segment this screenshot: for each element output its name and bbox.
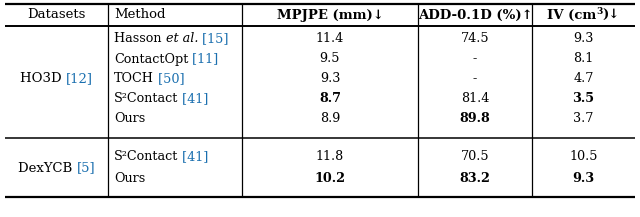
- Text: [41]: [41]: [179, 92, 209, 105]
- Text: 8.7: 8.7: [319, 92, 341, 105]
- Text: [41]: [41]: [179, 151, 209, 163]
- Text: -: -: [473, 53, 477, 66]
- Text: -: -: [473, 72, 477, 85]
- Text: Ours: Ours: [114, 173, 145, 186]
- Text: Method: Method: [114, 8, 166, 21]
- Text: [5]: [5]: [76, 161, 95, 174]
- Text: ADD-0.1D (%)↑: ADD-0.1D (%)↑: [418, 8, 532, 21]
- Text: MPJPE (mm)↓: MPJPE (mm)↓: [276, 8, 383, 21]
- Text: 89.8: 89.8: [460, 112, 490, 125]
- Text: 83.2: 83.2: [460, 173, 490, 186]
- Text: 10.2: 10.2: [314, 173, 346, 186]
- Text: [11]: [11]: [188, 53, 219, 66]
- Text: 3.5: 3.5: [573, 92, 595, 105]
- Text: 81.4: 81.4: [461, 92, 489, 105]
- Text: 10.5: 10.5: [569, 151, 598, 163]
- Text: 9.3: 9.3: [573, 33, 594, 46]
- Text: 3: 3: [596, 7, 603, 16]
- Text: HO3D: HO3D: [20, 72, 66, 85]
- Text: 8.9: 8.9: [320, 112, 340, 125]
- Text: 9.3: 9.3: [320, 72, 340, 85]
- Text: IV (cm: IV (cm: [547, 8, 596, 21]
- Text: DexYCB: DexYCB: [18, 161, 76, 174]
- Text: S²Contact: S²Contact: [114, 92, 179, 105]
- Text: 11.4: 11.4: [316, 33, 344, 46]
- Text: [15]: [15]: [198, 33, 228, 46]
- Text: 4.7: 4.7: [573, 72, 594, 85]
- Text: Datasets: Datasets: [28, 8, 86, 21]
- Text: [50]: [50]: [154, 72, 184, 85]
- Text: 11.8: 11.8: [316, 151, 344, 163]
- Text: Hasson: Hasson: [114, 33, 166, 46]
- Text: 74.5: 74.5: [461, 33, 490, 46]
- Text: 8.1: 8.1: [573, 53, 594, 66]
- Text: 9.3: 9.3: [572, 173, 595, 186]
- Text: ContactOpt: ContactOpt: [114, 53, 188, 66]
- Text: TOCH: TOCH: [114, 72, 154, 85]
- Text: )↓: )↓: [603, 8, 620, 21]
- Text: 70.5: 70.5: [461, 151, 490, 163]
- Text: 9.5: 9.5: [320, 53, 340, 66]
- Text: 3.7: 3.7: [573, 112, 594, 125]
- Text: et al.: et al.: [166, 33, 198, 46]
- Text: S²Contact: S²Contact: [114, 151, 179, 163]
- Text: Ours: Ours: [114, 112, 145, 125]
- Text: [12]: [12]: [66, 72, 93, 85]
